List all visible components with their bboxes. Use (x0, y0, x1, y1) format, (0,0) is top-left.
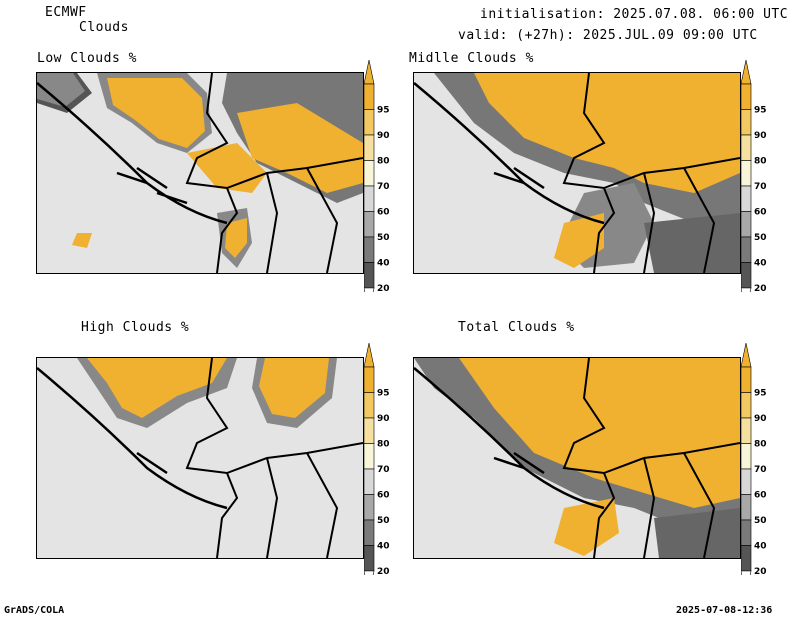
colorbar-swatch (363, 160, 375, 187)
colorbar-label: 90 (377, 414, 390, 424)
model-name: ECMWF (45, 5, 87, 20)
map-high-clouds (36, 357, 364, 559)
colorbar-label: 40 (754, 259, 767, 269)
colorbar-label: 60 (754, 208, 767, 218)
colorbar-label: 20 (754, 284, 767, 292)
colorbar-top-arrow (363, 342, 375, 368)
panel-title-high: High Clouds % (81, 320, 190, 335)
colorbar-label: 70 (377, 465, 390, 475)
colorbar-swatch (363, 366, 375, 393)
colorbar-swatch (363, 443, 375, 470)
colorbar-label: 20 (754, 567, 767, 575)
colorbar-bottom-arrow (363, 570, 375, 596)
colorbar-label: 90 (754, 414, 767, 424)
colorbar-swatch (740, 236, 752, 263)
map-low-clouds (36, 72, 364, 274)
colorbar-swatch (740, 392, 752, 419)
colorbar-label: 40 (377, 542, 390, 552)
colorbar-middle: 95 90 80 70 60 50 40 20 (740, 59, 781, 313)
parameter-name: Clouds (79, 20, 129, 35)
colorbar-label: 95 (377, 106, 390, 116)
colorbar-swatch (740, 468, 752, 495)
colorbar-top-arrow (740, 342, 752, 368)
colorbar-swatch (363, 519, 375, 546)
colorbar-top-arrow (363, 59, 375, 85)
colorbar-label: 20 (377, 567, 390, 575)
colorbar-label: 95 (754, 106, 767, 116)
colorbar-swatch (740, 109, 752, 136)
colorbar-label: 40 (754, 542, 767, 552)
colorbar-swatch (363, 185, 375, 212)
colorbar-swatch (740, 494, 752, 521)
colorbar-label: 60 (754, 491, 767, 501)
map-total-clouds (413, 357, 741, 559)
colorbar-swatch (740, 160, 752, 187)
colorbar-swatch (363, 392, 375, 419)
panel-title-total: Total Clouds % (458, 320, 575, 335)
colorbar-swatch (363, 494, 375, 521)
colorbar-swatch (363, 545, 375, 572)
init-time: initialisation: 2025.07.08. 06:00 UTC (480, 7, 789, 22)
colorbar-swatch (740, 262, 752, 289)
footer-timestamp: 2025-07-08-12:36 (676, 605, 773, 616)
colorbar-bottom-arrow (740, 287, 752, 313)
colorbar-swatch (363, 262, 375, 289)
colorbar-swatch (363, 236, 375, 263)
footer-software: GrADS/COLA (4, 605, 65, 616)
colorbar-swatch (740, 185, 752, 212)
colorbar-swatch (363, 468, 375, 495)
colorbar-label: 70 (754, 182, 767, 192)
map-middle-clouds (413, 72, 741, 274)
colorbar-label: 80 (377, 157, 390, 167)
colorbar-swatch (740, 366, 752, 393)
colorbar-swatch (363, 417, 375, 444)
colorbar-top-arrow (740, 59, 752, 85)
panel-title-middle: Midlle Clouds % (409, 51, 534, 66)
colorbar-label: 60 (377, 491, 390, 501)
colorbar-bottom-arrow (363, 287, 375, 313)
colorbar-low: 95 90 80 70 60 50 40 20 (363, 59, 404, 313)
colorbar-label: 95 (377, 389, 390, 399)
colorbar-label: 80 (377, 440, 390, 450)
colorbar-label: 20 (377, 284, 390, 292)
colorbar-label: 70 (377, 182, 390, 192)
colorbar-swatch (363, 83, 375, 110)
colorbar-label: 40 (377, 259, 390, 269)
colorbar-swatch (740, 417, 752, 444)
colorbar-label: 60 (377, 208, 390, 218)
colorbar-swatch (740, 443, 752, 470)
colorbar-label: 50 (754, 516, 767, 526)
colorbar-swatch (363, 109, 375, 136)
colorbar-swatch (363, 134, 375, 161)
colorbar-label: 80 (754, 440, 767, 450)
colorbar-swatch (363, 211, 375, 238)
colorbar-label: 50 (377, 516, 390, 526)
colorbar-swatch (740, 134, 752, 161)
colorbar-label: 90 (377, 131, 390, 141)
colorbar-swatch (740, 519, 752, 546)
colorbar-label: 95 (754, 389, 767, 399)
colorbar-label: 90 (754, 131, 767, 141)
colorbar-swatch (740, 83, 752, 110)
panel-title-low: Low Clouds % (37, 51, 137, 66)
colorbar-label: 50 (754, 233, 767, 243)
colorbar-swatch (740, 545, 752, 572)
colorbar-swatch (740, 211, 752, 238)
colorbar-bottom-arrow (740, 570, 752, 596)
colorbar-total: 95 90 80 70 60 50 40 20 (740, 342, 781, 596)
valid-time: valid: (+27h): 2025.JUL.09 09:00 UTC (458, 28, 758, 43)
colorbar-high: 95 90 80 70 60 50 40 20 (363, 342, 404, 596)
colorbar-label: 80 (754, 157, 767, 167)
colorbar-label: 50 (377, 233, 390, 243)
colorbar-label: 70 (754, 465, 767, 475)
